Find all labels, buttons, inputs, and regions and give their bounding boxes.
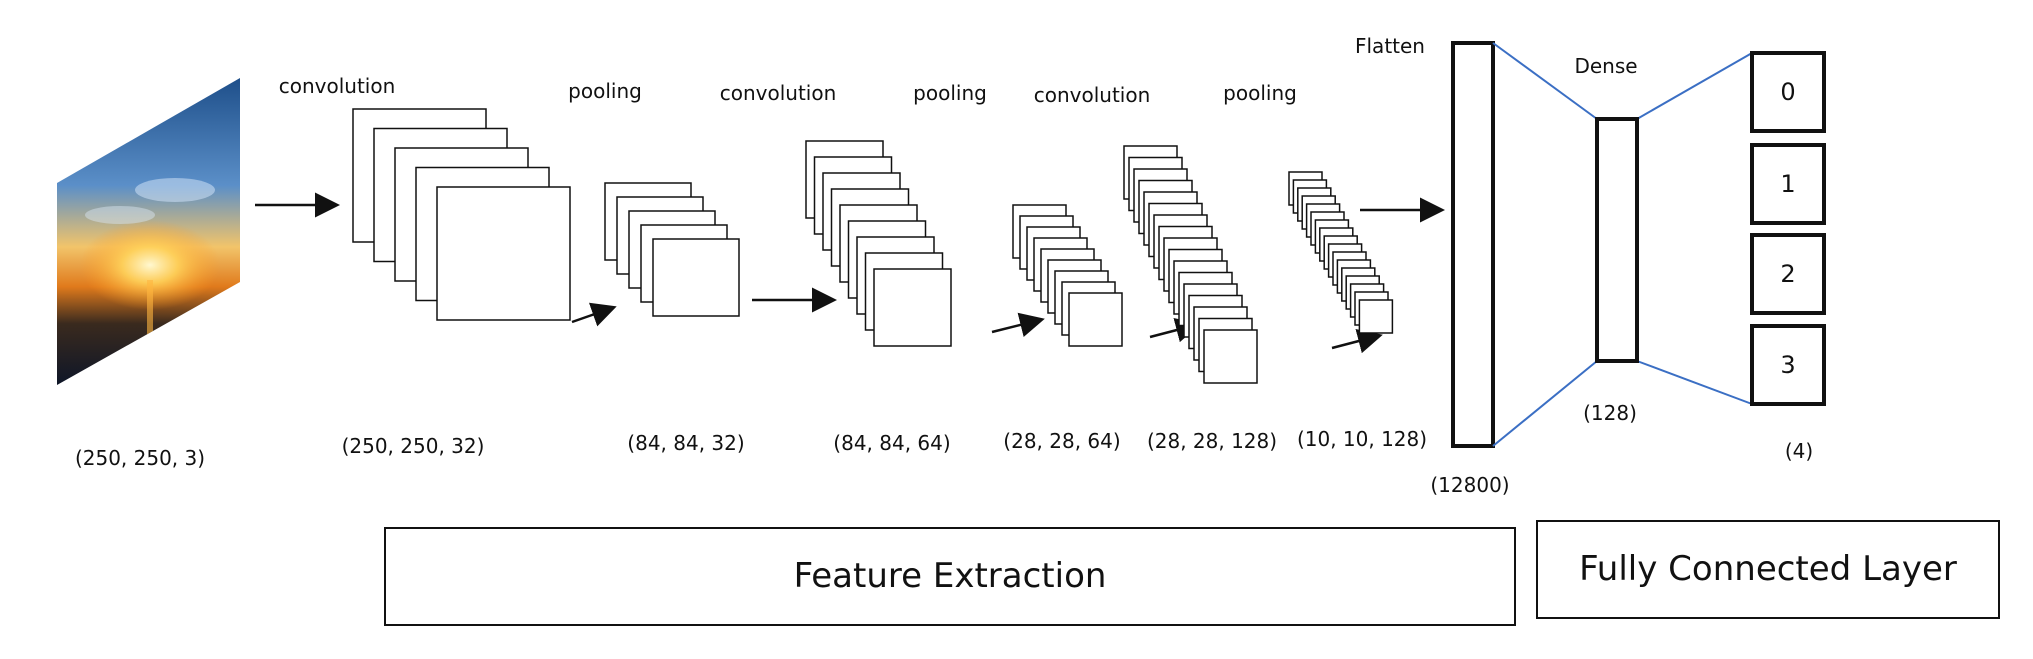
conv3-feature-maps	[1123, 145, 1258, 384]
output-unit-label: 3	[1780, 351, 1795, 379]
input-image	[57, 78, 240, 385]
dense-vector	[1595, 117, 1639, 363]
connector-flatten-dense-top	[1492, 42, 1598, 120]
pool3-feature-maps	[1288, 171, 1394, 334]
arrow-conv2-to-pool2	[991, 312, 1045, 337]
dense-shape-label: (128)	[1583, 401, 1637, 425]
pool3-shape-label: (10, 10, 128)	[1297, 427, 1427, 451]
conv2-label: convolution	[720, 81, 837, 105]
dense-label: Dense	[1574, 54, 1637, 78]
pool2-shape-label: (28, 28, 64)	[1003, 429, 1120, 453]
flatten-label: Flatten	[1355, 34, 1425, 58]
feature-map	[873, 268, 952, 347]
feature-map	[1203, 329, 1258, 384]
conv1-label: convolution	[279, 74, 396, 98]
feature-map	[1358, 299, 1394, 334]
output-shape-label: (4)	[1785, 439, 1813, 463]
output-unit: 0	[1750, 51, 1826, 133]
output-unit: 2	[1750, 233, 1826, 315]
conv1-feature-maps	[352, 108, 571, 321]
conv2-feature-maps	[805, 140, 952, 347]
pool2-label: pooling	[913, 81, 987, 105]
connector-dense-output-bottom	[1636, 360, 1753, 405]
pool1-label: pooling	[568, 79, 642, 103]
flatten-shape-label: (12800)	[1430, 473, 1509, 497]
pool1-feature-maps	[604, 182, 740, 317]
pool3-label: pooling	[1223, 81, 1297, 105]
feature-extraction-label: Feature Extraction	[794, 556, 1107, 596]
pool1-shape-label: (84, 84, 32)	[627, 431, 744, 455]
output-unit-label: 2	[1780, 260, 1795, 288]
conv3-shape-label: (28, 28, 128)	[1147, 429, 1277, 453]
conv3-label: convolution	[1034, 83, 1151, 107]
feature-extraction-box	[384, 527, 1516, 626]
output-unit: 3	[1750, 324, 1826, 406]
feature-map	[1068, 292, 1123, 347]
arrow-conv3-to-pool3	[1331, 328, 1383, 354]
output-unit-label: 0	[1780, 78, 1795, 106]
conv1-shape-label: (250, 250, 32)	[342, 434, 485, 458]
flatten-vector	[1451, 41, 1495, 448]
fully-connected-label: Fully Connected Layer	[1579, 549, 1957, 589]
conv2-shape-label: (84, 84, 64)	[833, 431, 950, 455]
output-unit-label: 1	[1780, 170, 1795, 198]
arrow-conv1-to-pool1	[571, 302, 617, 327]
output-unit: 1	[1750, 143, 1826, 225]
feature-map	[652, 238, 740, 317]
connector-flatten-dense-bottom	[1492, 360, 1598, 447]
fully-connected-box	[1536, 520, 2000, 619]
feature-map	[436, 186, 571, 321]
pool2-feature-maps	[1012, 204, 1123, 347]
input-shape-label: (250, 250, 3)	[75, 446, 205, 470]
connector-dense-output-top	[1636, 52, 1753, 120]
